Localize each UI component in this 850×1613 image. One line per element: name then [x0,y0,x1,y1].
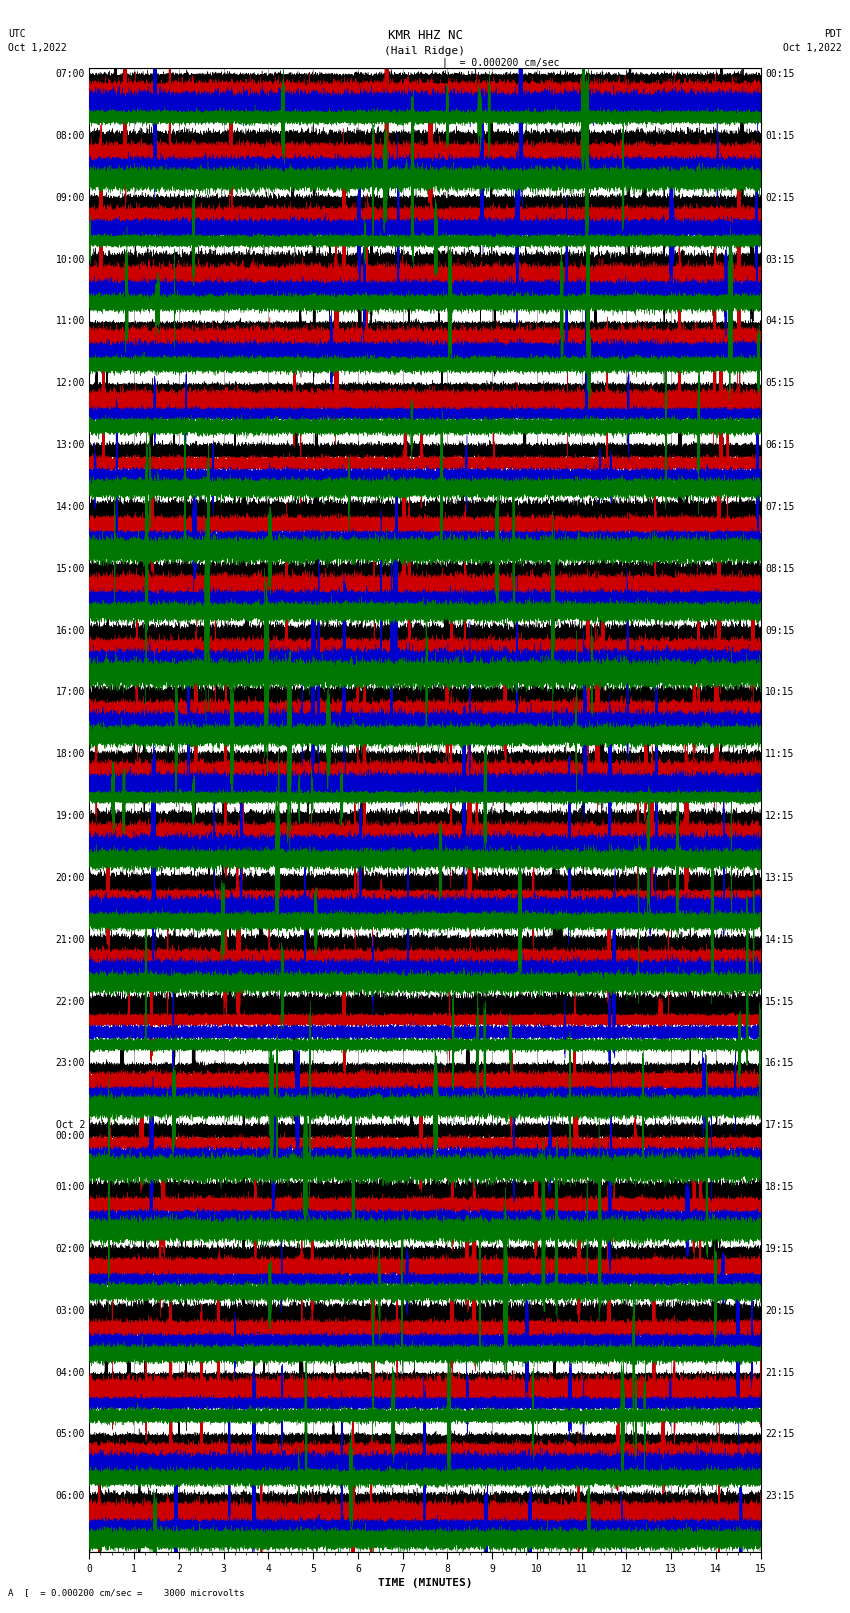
Text: 21:15: 21:15 [765,1368,794,1378]
Text: 09:15: 09:15 [765,626,794,636]
Text: Oct 1,2022: Oct 1,2022 [8,44,67,53]
Text: Oct 1,2022: Oct 1,2022 [783,44,842,53]
Text: 06:00: 06:00 [56,1492,85,1502]
Text: 17:15: 17:15 [765,1121,794,1131]
Text: 08:00: 08:00 [56,131,85,140]
Text: 09:00: 09:00 [56,194,85,203]
Text: 22:15: 22:15 [765,1429,794,1439]
Text: 15:00: 15:00 [56,565,85,574]
Text: 10:00: 10:00 [56,255,85,265]
Text: 08:15: 08:15 [765,565,794,574]
Text: 02:15: 02:15 [765,194,794,203]
Text: 12:15: 12:15 [765,811,794,821]
Text: 14:00: 14:00 [56,502,85,511]
Text: 22:00: 22:00 [56,997,85,1007]
Text: 23:15: 23:15 [765,1492,794,1502]
Text: 07:00: 07:00 [56,69,85,79]
Text: A  [  = 0.000200 cm/sec =    3000 microvolts: A [ = 0.000200 cm/sec = 3000 microvolts [8,1587,245,1597]
Text: 21:00: 21:00 [56,936,85,945]
Text: 15:15: 15:15 [765,997,794,1007]
Text: 12:00: 12:00 [56,379,85,389]
Text: 05:00: 05:00 [56,1429,85,1439]
Text: 11:00: 11:00 [56,316,85,326]
Text: 03:15: 03:15 [765,255,794,265]
Text: 02:00: 02:00 [56,1244,85,1253]
X-axis label: TIME (MINUTES): TIME (MINUTES) [377,1578,473,1587]
Text: PDT: PDT [824,29,842,39]
Text: 17:00: 17:00 [56,687,85,697]
Text: 04:15: 04:15 [765,316,794,326]
Text: 03:00: 03:00 [56,1307,85,1316]
Text: 18:00: 18:00 [56,750,85,760]
Text: 10:15: 10:15 [765,687,794,697]
Text: 00:15: 00:15 [765,69,794,79]
Text: 05:15: 05:15 [765,379,794,389]
Text: |  = 0.000200 cm/sec: | = 0.000200 cm/sec [442,56,559,68]
Text: KMR HHZ NC: KMR HHZ NC [388,29,462,42]
Text: (Hail Ridge): (Hail Ridge) [384,47,466,56]
Text: 01:15: 01:15 [765,131,794,140]
Text: 07:15: 07:15 [765,502,794,511]
Text: 18:15: 18:15 [765,1182,794,1192]
Text: Oct 2: Oct 2 [56,1121,85,1131]
Text: 20:15: 20:15 [765,1307,794,1316]
Text: 01:00: 01:00 [56,1182,85,1192]
Text: 11:15: 11:15 [765,750,794,760]
Text: 13:00: 13:00 [56,440,85,450]
Text: 06:15: 06:15 [765,440,794,450]
Text: 13:15: 13:15 [765,873,794,882]
Text: 16:00: 16:00 [56,626,85,636]
Text: 19:00: 19:00 [56,811,85,821]
Text: 14:15: 14:15 [765,936,794,945]
Text: 00:00: 00:00 [56,1131,85,1142]
Text: 04:00: 04:00 [56,1368,85,1378]
Text: 23:00: 23:00 [56,1058,85,1068]
Text: 20:00: 20:00 [56,873,85,882]
Text: UTC: UTC [8,29,26,39]
Text: 19:15: 19:15 [765,1244,794,1253]
Text: 16:15: 16:15 [765,1058,794,1068]
